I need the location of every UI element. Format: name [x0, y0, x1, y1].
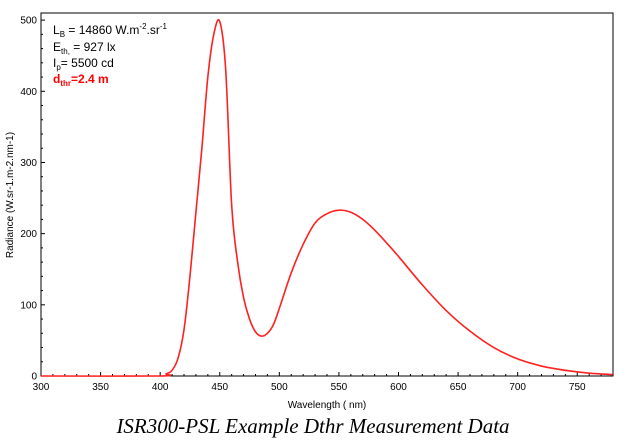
x-tick-label: 750 [569, 382, 586, 393]
annotation-threshold-distance: dthr=2.4 m [53, 72, 109, 88]
x-tick-label: 550 [331, 382, 348, 393]
radiance-series-line [40, 18, 614, 377]
x-tick-label: 500 [271, 382, 288, 393]
annotation-intensity: Ip= 5500 cd [53, 56, 114, 72]
figure-caption: ISR300-PSL Example Dthr Measurement Data [116, 414, 510, 438]
x-tick-label: 300 [33, 382, 50, 393]
annotation-illuminance: Eth, = 927 lx [53, 40, 116, 56]
annotation-luminance: LB = 14860 W.m-2.sr-1 [53, 22, 168, 39]
y-tick-label: 0 [31, 372, 37, 383]
x-tick-label: 350 [92, 382, 109, 393]
y-tick-label: 300 [20, 158, 37, 169]
x-tick-label: 450 [211, 382, 228, 393]
y-tick-label: 100 [20, 300, 37, 311]
x-axis-ticks: 300 350 400 450 500 550 600 650 700 750 [33, 372, 602, 393]
y-tick-label: 400 [20, 87, 37, 98]
y-axis-ticks: 0 100 200 300 400 500 [20, 16, 45, 383]
y-tick-label: 200 [20, 229, 37, 240]
x-tick-label: 600 [390, 382, 407, 393]
y-axis-label: Radiance (W.sr-1.m-2.nm-1) [5, 132, 16, 258]
x-tick-label: 400 [152, 382, 169, 393]
radiance-chart: 300 350 400 450 500 550 600 650 700 750 0 100 200 30… [5, 12, 614, 410]
y-tick-label: 500 [20, 16, 37, 27]
x-tick-label: 700 [509, 382, 526, 393]
plot-area [40, 12, 614, 377]
x-axis-label: Wavelength ( nm) [288, 400, 367, 410]
x-tick-label: 650 [450, 382, 467, 393]
